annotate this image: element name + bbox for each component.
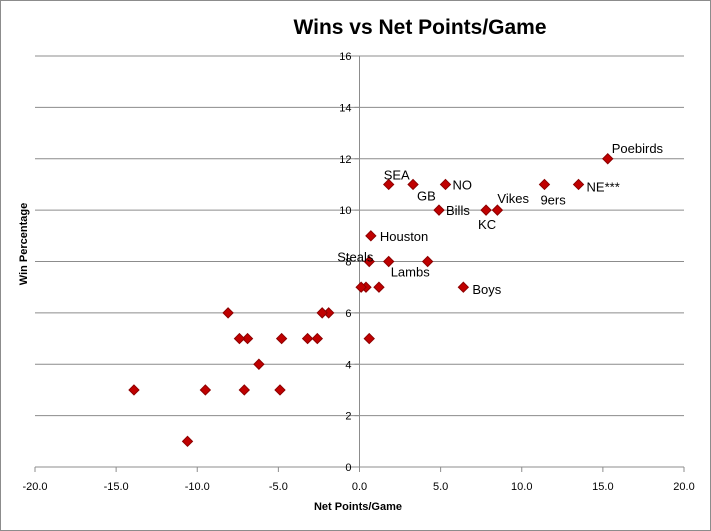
data-point-marker [365,230,377,242]
data-point-label: Vikes [497,191,529,206]
x-tick-label: -20.0 [22,481,47,493]
data-point-label: SEA [384,167,410,182]
data-point-marker [128,384,140,396]
x-tick-label: -5.0 [269,481,288,493]
data-point-marker [491,204,504,216]
data-point-label: Lambs [391,265,431,280]
data-point-marker [373,281,385,293]
data-point-label: Bills [446,203,470,218]
data-point-marker [382,178,395,191]
data-point-marker [572,178,585,191]
data-point-marker [253,358,265,370]
data-point-marker [241,332,254,345]
data-point-marker [433,204,445,216]
data-point-marker [311,332,324,345]
y-tick-label: 8 [345,257,351,269]
data-point-label: 9ers [540,192,566,207]
x-tick-label: 20.0 [673,481,694,493]
y-axis-tick-labels: 0 2 4 6 8 10 12 14 16 [339,51,351,474]
data-point-label: Poebirds [612,141,664,156]
y-tick-label: 6 [345,308,351,320]
data-point-marker [602,153,614,165]
y-tick-label: 10 [339,205,351,217]
data-point-label: GB [417,188,436,203]
data-point-marker [439,178,452,191]
data-point-marker [301,332,314,345]
chart-title: Wins vs Net Points/Game [293,16,546,39]
data-point-marker [382,255,395,268]
data-point-label: NO [452,177,472,192]
data-point-label: NE*** [587,179,620,194]
data-point-marker [316,307,328,319]
data-point-marker [222,307,234,319]
data-point-marker [275,332,288,345]
data-point-label: Boys [472,282,501,297]
x-tick-label: -15.0 [104,481,129,493]
data-point-marker [407,178,419,191]
data-point-marker [480,204,492,216]
data-point-marker [181,435,194,448]
data-point-marker [363,255,375,268]
y-axis-title: Win Percentage [18,203,30,285]
y-tick-label: 0 [345,462,351,474]
data-point-marker [355,281,367,293]
y-tick-label: 2 [345,411,351,423]
y-tick-label: 16 [339,51,351,63]
data-points [128,153,614,448]
data-point-marker [274,384,286,396]
x-axis-title: Net Points/Game [314,501,402,513]
data-point-marker [238,384,251,396]
data-point-marker [363,332,375,345]
data-point-label: Steals [337,250,374,265]
axes [34,55,685,472]
data-point-marker [457,281,470,293]
data-point-label: Houston [380,229,428,244]
data-point-marker [538,178,551,191]
x-tick-label: 15.0 [592,481,613,493]
data-point-label: KC [478,217,496,232]
data-point-marker [421,255,434,268]
data-point-marker [199,384,212,396]
x-tick-label: 10.0 [511,481,532,493]
data-point-marker [233,332,246,345]
y-tick-label: 12 [339,154,351,166]
x-tick-label: 0.0 [352,481,367,493]
x-axis-tick-labels: -20.0 -15.0 -10.0 -5.0 0.0 5.0 10.0 15.0 20.0 [22,481,694,493]
x-tick-label: -10.0 [185,481,210,493]
y-tick-label: 4 [345,359,351,371]
x-tick-label: 5.0 [433,481,448,493]
y-tick-label: 14 [339,102,351,114]
